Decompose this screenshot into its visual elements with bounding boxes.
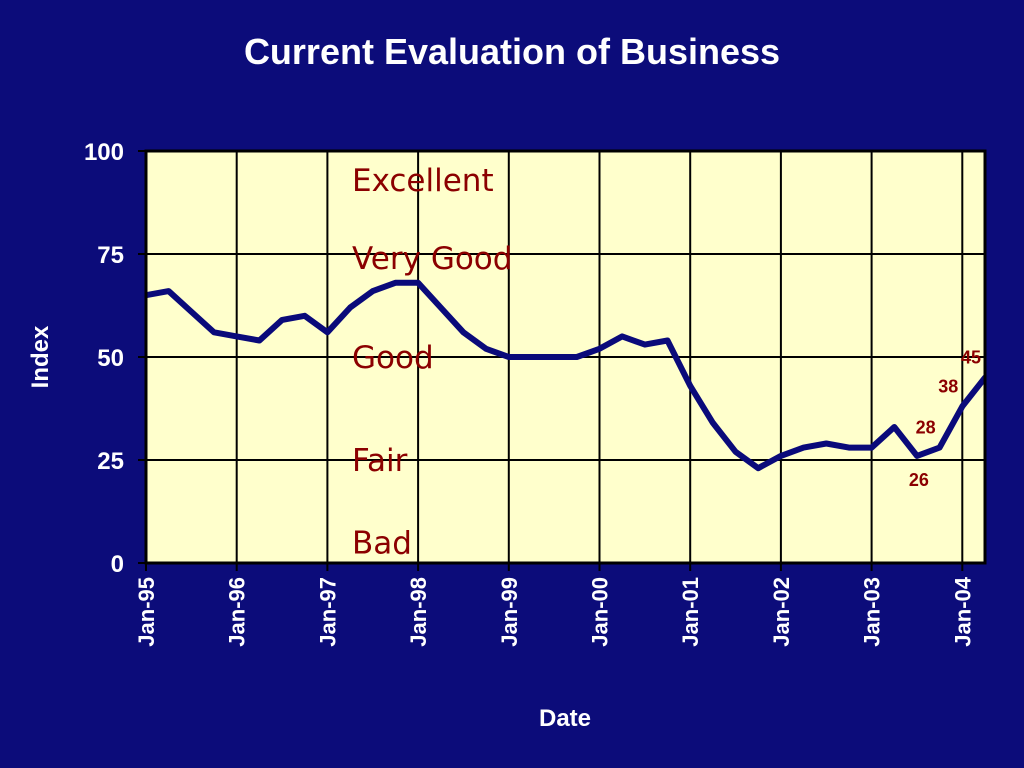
y-axis-ticks: 0 25 50 75 100	[84, 139, 146, 578]
band-label: Good	[352, 340, 434, 376]
series-line	[143, 279, 988, 472]
band-label: Fair	[352, 443, 408, 479]
data-label: 26	[909, 470, 929, 490]
x-tick-label: Jan-99	[497, 577, 522, 647]
y-tick-label: 75	[97, 242, 124, 269]
x-axis-label: Date	[539, 705, 591, 732]
band-label: Very Good	[352, 241, 512, 277]
band-labels: Excellent Very Good Good Fair Bad	[352, 163, 512, 562]
y-tick-label: 50	[97, 345, 124, 372]
x-tick-label: Jan-01	[678, 577, 703, 647]
x-tick-label: Jan-97	[315, 577, 340, 647]
x-tick-label: Jan-02	[769, 577, 794, 647]
y-tick-label: 25	[97, 448, 124, 475]
y-tick-label: 0	[111, 551, 124, 578]
x-tick-label: Jan-98	[406, 577, 431, 647]
band-label: Bad	[352, 525, 412, 561]
x-tick-label: Jan-96	[225, 577, 250, 647]
band-label: Excellent	[352, 163, 494, 199]
chart-title: Current Evaluation of Business	[244, 31, 780, 72]
data-label: 38	[938, 376, 958, 396]
x-axis-ticks: Jan-95 Jan-96 Jan-97 Jan-98 Jan-99 Jan-00 Jan-…	[134, 563, 975, 647]
y-tick-label: 100	[84, 139, 124, 166]
x-tick-label: Jan-04	[950, 576, 975, 646]
data-label: 45	[961, 348, 981, 368]
x-tick-label: Jan-95	[134, 577, 159, 647]
x-tick-label: Jan-00	[588, 577, 613, 647]
data-label: 28	[916, 418, 936, 438]
y-axis-label: Index	[27, 325, 54, 388]
x-tick-label: Jan-03	[860, 577, 885, 647]
